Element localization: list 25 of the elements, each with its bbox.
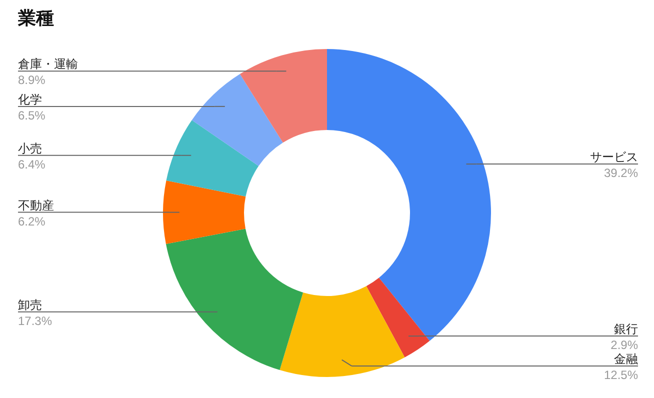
donut-slice (166, 228, 304, 370)
donut-slice (192, 74, 283, 166)
slice-label: 金融 (614, 352, 638, 366)
slice-label: 倉庫・運輸 (18, 57, 78, 72)
slice-label: 不動産 (18, 198, 54, 212)
slice-label: 化学 (18, 92, 42, 106)
data-label: 8.9% (18, 73, 46, 88)
chart-title: 業種 (17, 8, 54, 29)
donut-slice (163, 180, 246, 244)
data-label: 17.3% (18, 314, 52, 328)
data-label: 2.9% (610, 338, 638, 352)
data-label: 12.5% (604, 368, 638, 382)
donut-slice (366, 278, 430, 358)
data-label: 39.2% (604, 166, 638, 180)
data-label: 6.2% (18, 214, 46, 228)
donut-slice (166, 120, 259, 197)
data-label: 6.4% (18, 157, 46, 172)
donut-slice (280, 286, 405, 377)
data-label: 6.5% (18, 108, 46, 122)
slice-label: 小売 (18, 141, 42, 156)
donut-slice (327, 49, 491, 341)
slice-label: 銀行 (614, 322, 638, 336)
slice-label: 卸売 (18, 298, 42, 312)
donut-slice (240, 49, 327, 143)
slice-label: サービス (590, 150, 638, 164)
